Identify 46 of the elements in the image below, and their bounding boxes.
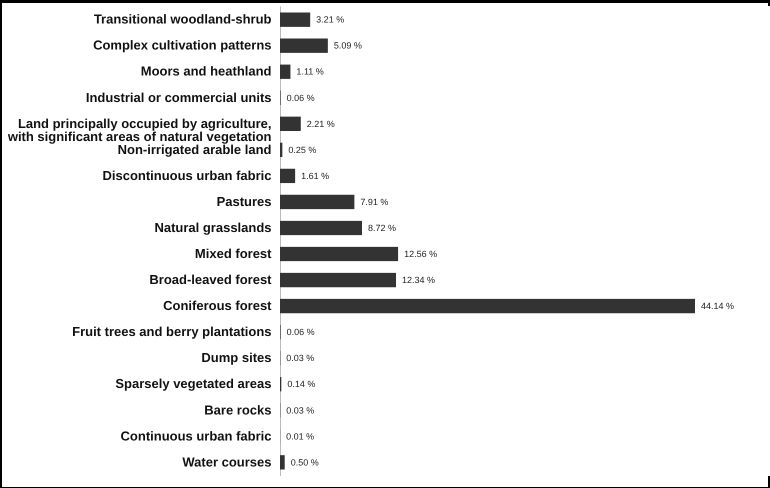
y-tick-label: Broad-leaved forest	[149, 272, 272, 288]
data-label: 5.09 %	[334, 40, 362, 51]
y-tick-label: Land principally occupied by agriculture, with significant areas of natural vegetation	[6, 116, 272, 144]
bar	[280, 272, 396, 288]
data-label: 44.14 %	[701, 301, 734, 312]
bar	[280, 64, 290, 79]
y-tick-label: Moors and heathland	[140, 64, 272, 79]
data-label: 0.03 %	[286, 405, 314, 416]
data-label: 0.01 %	[286, 431, 314, 442]
y-tick-label: Bare rocks	[204, 402, 272, 418]
y-tick-label: Complex cultivation patterns	[93, 38, 272, 53]
data-label: 8.72 %	[368, 222, 396, 233]
data-label: 12.34 %	[402, 275, 436, 286]
y-tick-label: Industrial or commercial units	[86, 90, 272, 105]
bar	[280, 298, 695, 314]
data-label: 0.03 %	[286, 353, 314, 364]
data-label: 1.61 %	[301, 170, 330, 181]
bar	[280, 38, 328, 53]
bar	[280, 12, 310, 27]
data-label: 0.14 %	[287, 379, 316, 390]
data-label: 2.21 %	[306, 118, 335, 129]
y-tick-label: Sparsely vegetated areas	[115, 376, 272, 392]
y-tick-label: Mixed forest	[194, 246, 272, 262]
bar	[280, 455, 285, 470]
data-label: 0.06 %	[286, 92, 315, 103]
y-tick-label: Discontinuous urban fabric	[102, 168, 272, 183]
y-tick-label: Coniferous forest	[163, 298, 272, 314]
y-tick-label: Fruit trees and berry plantations	[72, 324, 272, 340]
y-tick-label: Pastures	[216, 194, 272, 209]
data-label: 7.91 %	[360, 196, 388, 207]
data-label: 1.11 %	[296, 66, 324, 77]
y-tick-label: Water courses	[182, 454, 272, 470]
bar	[280, 116, 301, 131]
data-label: 3.21 %	[316, 14, 344, 25]
data-label: 0.50 %	[290, 457, 319, 468]
bar	[280, 194, 354, 210]
data-label: 0.25 %	[288, 144, 316, 155]
y-tick-label: Continuous urban fabric	[120, 428, 272, 444]
y-tick-label: Transitional woodland-shrub	[94, 12, 272, 27]
data-label: 12.56 %	[404, 249, 438, 260]
bar	[280, 246, 398, 262]
bar	[280, 220, 362, 236]
data-label: 0.06 %	[286, 327, 315, 338]
y-tick-label: Dump sites	[201, 350, 272, 366]
bar	[280, 168, 296, 184]
y-tick-label: Natural grasslands	[154, 220, 272, 235]
